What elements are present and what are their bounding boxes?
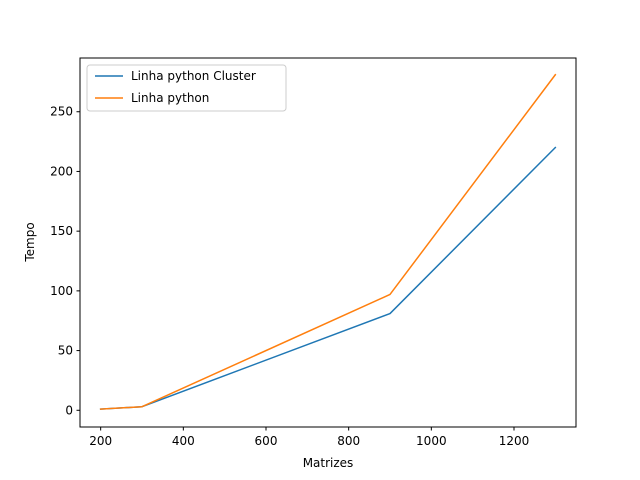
y-tick-label: 100 (50, 284, 73, 298)
x-tick-label: 1200 (499, 434, 530, 448)
x-tick-label: 200 (89, 434, 112, 448)
legend-label-linha-python-cluster: Linha python Cluster (131, 69, 256, 83)
y-tick-label: 50 (58, 344, 73, 358)
y-axis-ticks: 0 50 100 150 200 250 (50, 105, 80, 417)
y-tick-label: 150 (50, 224, 73, 238)
plot-frame (79, 57, 577, 428)
x-axis-ticks: 200 400 600 800 1000 1200 (89, 427, 529, 448)
legend: Linha python Cluster Linha python (86, 64, 287, 112)
legend-label-linha-python: Linha python (131, 91, 209, 105)
legend-box (86, 64, 287, 112)
y-tick-label: 200 (50, 164, 73, 178)
x-tick-label: 1000 (416, 434, 447, 448)
y-tick-label: 250 (50, 105, 73, 119)
x-axis-label: Matrizes (303, 456, 354, 470)
y-axis-label: Tempo (23, 222, 37, 262)
series-layer (99, 73, 557, 410)
series-line-linha-python (99, 73, 557, 410)
y-tick-label: 0 (65, 403, 73, 417)
series-line-linha-python-cluster (99, 146, 557, 410)
x-tick-label: 600 (255, 434, 278, 448)
x-tick-label: 800 (337, 434, 360, 448)
x-tick-label: 400 (172, 434, 195, 448)
